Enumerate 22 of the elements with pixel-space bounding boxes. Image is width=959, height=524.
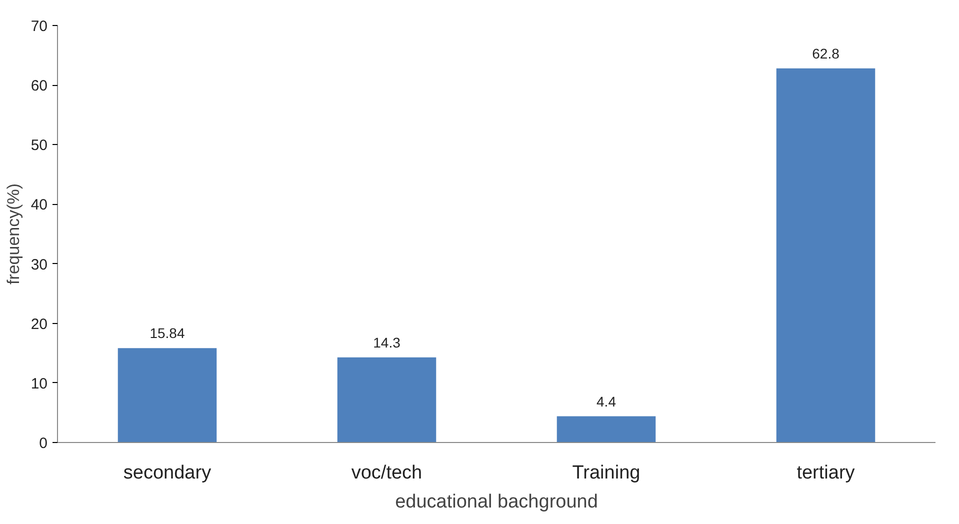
data-label: 62.8 xyxy=(812,45,840,62)
x-axis-title: educational bachground xyxy=(395,492,598,512)
bar xyxy=(556,416,656,442)
data-label: 15.84 xyxy=(150,325,185,342)
data-label: 4.4 xyxy=(596,393,616,410)
y-tick-label: 0 xyxy=(39,435,48,452)
y-axis-title: frequency(%) xyxy=(4,183,23,285)
x-tick-label: Training xyxy=(572,462,640,484)
y-tick-label: 60 xyxy=(30,78,48,95)
y-tick-label: 20 xyxy=(30,316,48,333)
bar xyxy=(118,348,217,442)
y-tick-label: 30 xyxy=(30,256,48,274)
y-tick-label: 70 xyxy=(30,18,48,35)
x-tick-label: voc/tech xyxy=(351,462,422,484)
y-tick-label: 50 xyxy=(30,137,48,154)
data-label: 14.3 xyxy=(373,334,401,350)
bar xyxy=(337,357,436,442)
bar xyxy=(776,68,876,442)
y-tick-label: 40 xyxy=(30,196,48,214)
y-tick-label: 10 xyxy=(30,375,48,392)
x-tick-label: secondary xyxy=(123,462,212,484)
x-tick-label: tertiary xyxy=(796,462,856,484)
